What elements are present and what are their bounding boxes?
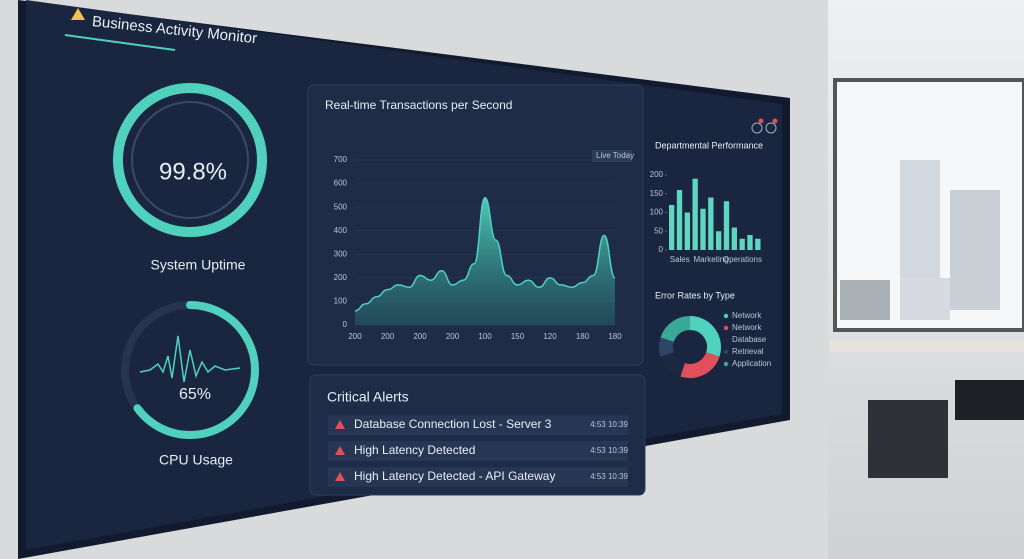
alert-time: 4:53 10:39 bbox=[590, 472, 628, 481]
title-underline bbox=[64, 34, 176, 51]
x-tick-label: 200 bbox=[446, 332, 460, 341]
y-tick-label: 600 bbox=[334, 179, 348, 188]
alert-row bbox=[328, 441, 628, 461]
bar bbox=[716, 231, 722, 250]
uptime-inner-ring bbox=[131, 101, 249, 219]
legend-swatch bbox=[723, 313, 729, 319]
bar bbox=[747, 235, 753, 250]
bar bbox=[684, 212, 690, 250]
donut-slice bbox=[660, 351, 686, 377]
legend-label: Network bbox=[732, 311, 762, 320]
legend-swatch bbox=[723, 337, 729, 343]
x-tick-label: Marketing bbox=[694, 255, 729, 264]
y-tick-label: 100 bbox=[334, 297, 348, 306]
x-tick-label: Sales bbox=[670, 255, 690, 264]
alerts-title: Critical Alerts bbox=[327, 389, 409, 405]
notification-dot bbox=[772, 118, 778, 124]
bar bbox=[708, 197, 714, 250]
y-tick-label: 400 bbox=[334, 226, 348, 235]
legend-label: Application bbox=[732, 359, 771, 368]
uptime-value: 99.8% bbox=[159, 158, 227, 185]
alert-icon bbox=[335, 420, 345, 429]
monitor bbox=[840, 280, 890, 320]
cpu-value: 65% bbox=[179, 386, 211, 403]
alert-time: 4:53 10:39 bbox=[590, 446, 628, 455]
area bbox=[355, 197, 615, 325]
legend-swatch bbox=[723, 325, 729, 331]
alert-row bbox=[328, 467, 628, 487]
alert-icon bbox=[335, 472, 345, 481]
y-tick-label: 100 bbox=[650, 208, 664, 217]
alert-text: High Latency Detected - API Gateway bbox=[354, 469, 555, 483]
cpu-label: CPU Usage bbox=[159, 452, 233, 468]
y-tick-label: 0 bbox=[343, 320, 348, 329]
bar bbox=[676, 190, 683, 250]
icon-button[interactable] bbox=[765, 122, 777, 134]
line bbox=[354, 196, 616, 312]
alert-icon bbox=[335, 446, 345, 455]
x-tick-label: 180 bbox=[576, 332, 590, 341]
monitor bbox=[900, 278, 950, 320]
donut-slice bbox=[680, 351, 720, 378]
x-tick-label: 100 bbox=[478, 332, 492, 341]
gauge-arc bbox=[133, 301, 259, 439]
x-tick-label: 120 bbox=[543, 332, 557, 341]
transactions-title: Real-time Transactions per Second bbox=[325, 98, 512, 112]
errors-title: Error Rates by Type bbox=[655, 290, 735, 300]
legend-label: Retrieval bbox=[732, 347, 764, 356]
gauge-arc bbox=[113, 83, 267, 237]
cabinet bbox=[868, 400, 948, 478]
x-tick-label: Operations bbox=[723, 255, 762, 264]
donut-slice bbox=[689, 316, 721, 357]
bar bbox=[755, 238, 761, 250]
alert-text: High Latency Detected bbox=[354, 443, 475, 457]
y-tick-label: 200 bbox=[334, 273, 348, 282]
y-tick-label: 150 bbox=[650, 189, 664, 198]
alert-text: Database Connection Lost - Server 3 bbox=[354, 417, 552, 431]
y-tick-label: 50 bbox=[654, 226, 663, 235]
y-tick-label: 300 bbox=[334, 249, 348, 258]
x-tick-label: 200 bbox=[413, 332, 427, 341]
cpu-waveform bbox=[139, 335, 241, 383]
bar bbox=[700, 208, 706, 250]
bar bbox=[731, 227, 737, 250]
donut-slice bbox=[659, 337, 674, 357]
alerts-list: Database Connection Lost - Server 3 4:53 … bbox=[328, 415, 629, 487]
legend-label: Network bbox=[732, 323, 762, 332]
y-tick-label: 0 bbox=[659, 245, 664, 254]
bar bbox=[692, 178, 698, 250]
legend-label: Live Today bbox=[596, 151, 634, 160]
legend-swatch bbox=[723, 361, 729, 367]
building bbox=[950, 190, 1000, 310]
x-tick-label: 180 bbox=[608, 332, 622, 341]
notification-dot bbox=[758, 118, 764, 124]
bar bbox=[723, 201, 730, 250]
desk bbox=[830, 340, 1024, 352]
person bbox=[955, 380, 1024, 420]
x-tick-label: 200 bbox=[348, 332, 362, 341]
departments-title: Departmental Performance bbox=[655, 140, 763, 150]
bar bbox=[669, 205, 675, 250]
alert-row bbox=[328, 415, 628, 435]
donut-slice bbox=[660, 316, 691, 343]
legend-swatch bbox=[723, 349, 729, 355]
uptime-label: System Uptime bbox=[151, 257, 246, 273]
y-tick-label: 200 bbox=[650, 170, 664, 179]
icon-button[interactable] bbox=[751, 122, 763, 134]
alert-time: 4:53 10:39 bbox=[590, 420, 628, 429]
x-tick-label: 200 bbox=[381, 332, 395, 341]
legend-label: Database bbox=[732, 335, 767, 344]
warning-icon bbox=[71, 8, 85, 20]
y-tick-label: 700 bbox=[334, 155, 348, 164]
bar bbox=[739, 238, 745, 250]
y-tick-label: 500 bbox=[334, 202, 348, 211]
legend-box bbox=[592, 150, 632, 162]
x-tick-label: 150 bbox=[511, 332, 525, 341]
